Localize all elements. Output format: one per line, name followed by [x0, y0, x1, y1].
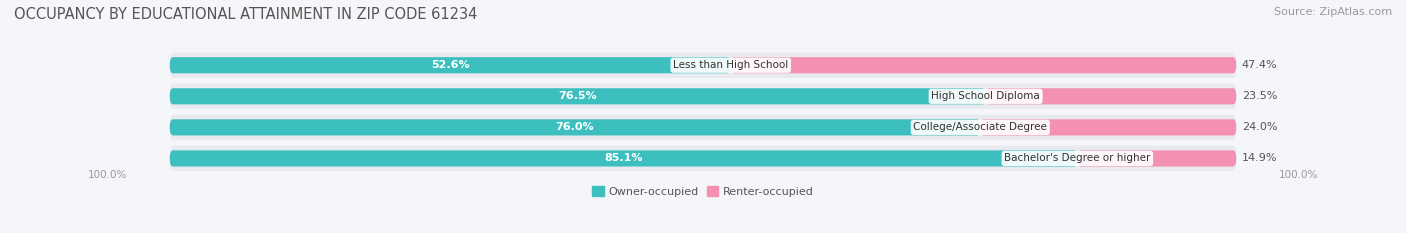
FancyBboxPatch shape: [986, 88, 1236, 104]
Text: Source: ZipAtlas.com: Source: ZipAtlas.com: [1274, 7, 1392, 17]
Legend: Owner-occupied, Renter-occupied: Owner-occupied, Renter-occupied: [588, 182, 818, 201]
FancyBboxPatch shape: [170, 84, 1236, 109]
Text: High School Diploma: High School Diploma: [931, 91, 1040, 101]
Text: Bachelor's Degree or higher: Bachelor's Degree or higher: [1004, 154, 1150, 163]
Text: Less than High School: Less than High School: [673, 60, 789, 70]
Text: 100.0%: 100.0%: [1279, 170, 1319, 180]
Text: 52.6%: 52.6%: [430, 60, 470, 70]
Text: 23.5%: 23.5%: [1241, 91, 1277, 101]
FancyBboxPatch shape: [1077, 150, 1236, 167]
Text: College/Associate Degree: College/Associate Degree: [914, 122, 1047, 132]
FancyBboxPatch shape: [170, 150, 1077, 167]
Text: 47.4%: 47.4%: [1241, 60, 1277, 70]
Text: 14.9%: 14.9%: [1241, 154, 1277, 163]
FancyBboxPatch shape: [170, 146, 1236, 171]
Text: 100.0%: 100.0%: [87, 170, 127, 180]
FancyBboxPatch shape: [731, 57, 1236, 73]
Text: 76.0%: 76.0%: [555, 122, 595, 132]
Text: 76.5%: 76.5%: [558, 91, 598, 101]
Text: OCCUPANCY BY EDUCATIONAL ATTAINMENT IN ZIP CODE 61234: OCCUPANCY BY EDUCATIONAL ATTAINMENT IN Z…: [14, 7, 478, 22]
FancyBboxPatch shape: [170, 88, 986, 104]
Text: 85.1%: 85.1%: [605, 154, 643, 163]
FancyBboxPatch shape: [170, 57, 731, 73]
FancyBboxPatch shape: [170, 52, 1236, 78]
FancyBboxPatch shape: [170, 119, 980, 135]
FancyBboxPatch shape: [170, 115, 1236, 140]
Text: 24.0%: 24.0%: [1241, 122, 1277, 132]
FancyBboxPatch shape: [980, 119, 1236, 135]
